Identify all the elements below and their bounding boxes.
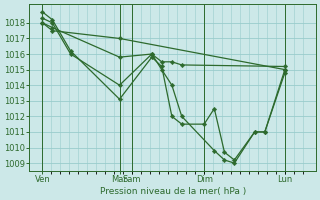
- X-axis label: Pression niveau de la mer( hPa ): Pression niveau de la mer( hPa ): [100, 187, 246, 196]
